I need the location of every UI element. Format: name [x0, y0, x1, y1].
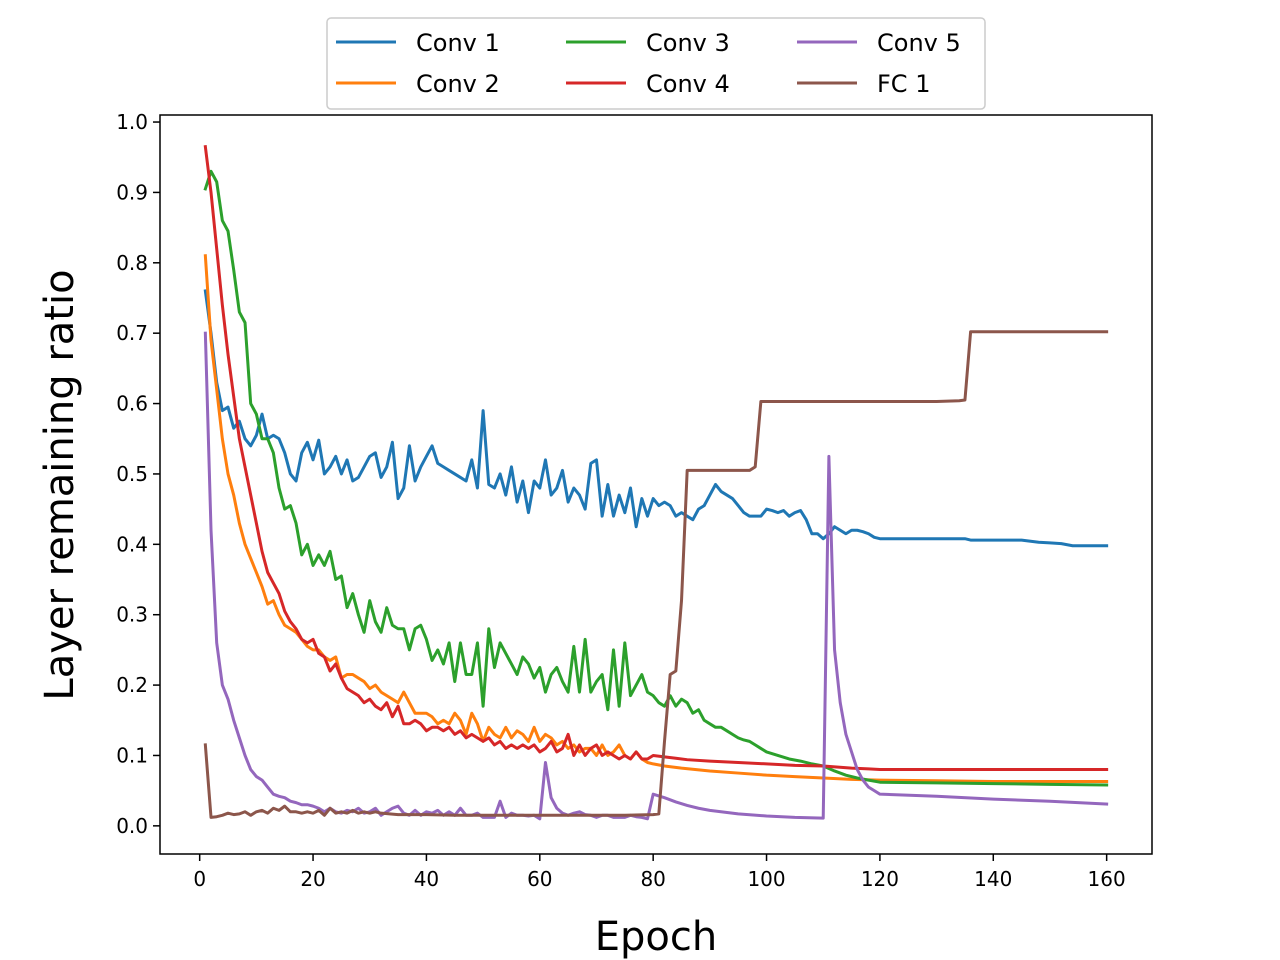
y-tick-label: 0.5	[116, 462, 148, 486]
x-tick-label: 80	[640, 867, 665, 891]
legend-label-conv-5: Conv 5	[877, 29, 961, 57]
legend-label-conv-2: Conv 2	[416, 70, 500, 98]
series-line-conv-5	[203, 331, 1109, 821]
legend-label-fc-1: FC 1	[877, 70, 930, 98]
y-tick-label: 0.9	[116, 180, 148, 204]
legend-label-conv-4: Conv 4	[646, 70, 730, 98]
series-layer	[203, 144, 1109, 821]
x-tick-label: 40	[414, 867, 439, 891]
y-tick-label: 0.3	[116, 603, 148, 627]
x-tick-label: 20	[300, 867, 325, 891]
x-axis: 0 20 40 60 80 100 120 140 160	[193, 854, 1126, 891]
x-tick-label: 100	[747, 867, 785, 891]
plot-frame	[159, 114, 1153, 855]
series-line-conv-1	[203, 289, 1109, 548]
y-tick-label: 0.8	[116, 251, 148, 275]
y-tick-label: 0.7	[116, 321, 148, 345]
series-line-conv-3	[203, 169, 1109, 787]
x-tick-label: 140	[974, 867, 1012, 891]
y-tick-label: 0.0	[116, 814, 148, 838]
y-tick-label: 0.1	[116, 743, 148, 767]
x-tick-label: 160	[1088, 867, 1126, 891]
y-tick-label: 0.4	[116, 532, 148, 556]
y-axis-title: Layer remaining ratio	[37, 269, 83, 700]
series-line-fc-1	[203, 330, 1109, 819]
x-tick-label: 0	[193, 867, 206, 891]
y-tick-label: 0.2	[116, 673, 148, 697]
legend-label-conv-1: Conv 1	[416, 29, 500, 57]
y-tick-label: 1.0	[116, 110, 148, 134]
series-line-conv-4	[203, 144, 1109, 772]
y-axis: 0.0 0.1 0.2 0.3 0.4 0.5 0.6 0.7 0.8 0.9 1.0	[116, 110, 160, 838]
legend-label-conv-3: Conv 3	[646, 29, 730, 57]
x-tick-label: 60	[527, 867, 552, 891]
x-tick-label: 120	[861, 867, 899, 891]
x-axis-title: Epoch	[595, 914, 717, 960]
legend: Conv 1 Conv 2 Conv 3 Conv 4 Conv 5 FC 1	[326, 17, 986, 110]
y-tick-label: 0.6	[116, 392, 148, 416]
